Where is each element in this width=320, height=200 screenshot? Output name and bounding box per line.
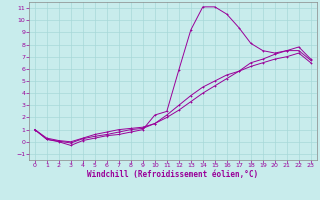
X-axis label: Windchill (Refroidissement éolien,°C): Windchill (Refroidissement éolien,°C) bbox=[87, 170, 258, 179]
